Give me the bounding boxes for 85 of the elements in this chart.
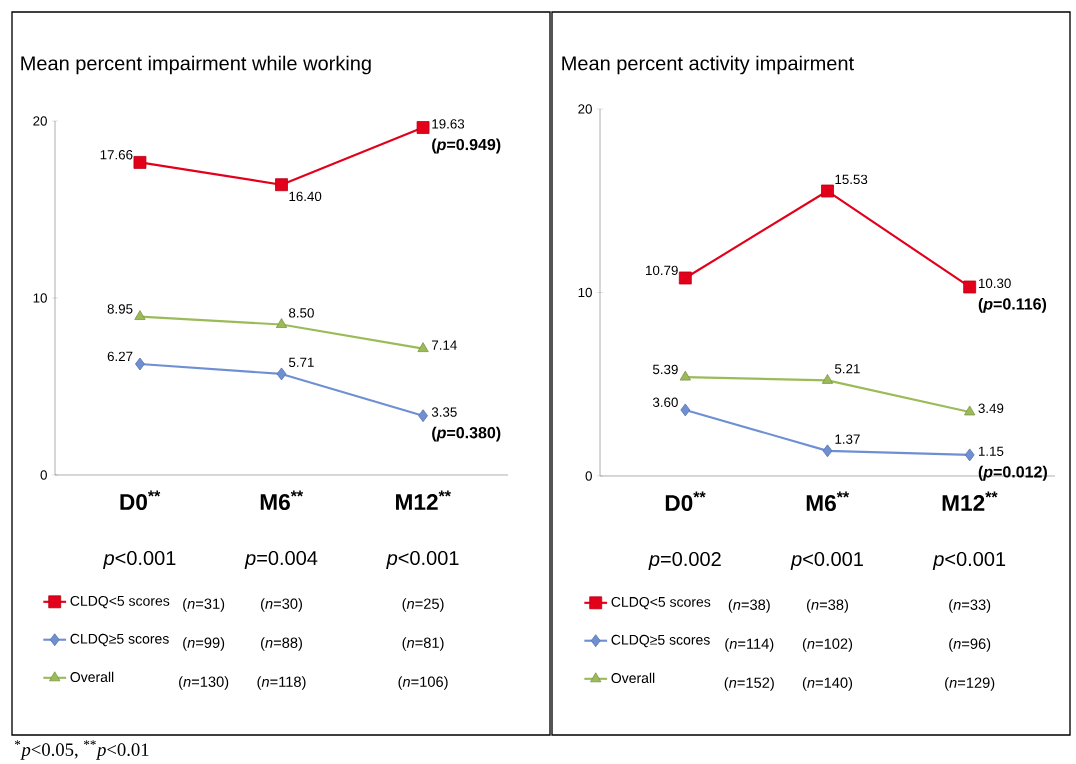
data-label: 1.15 — [978, 446, 1004, 456]
text: (n=130) — [179, 676, 229, 690]
text: (n=140) — [802, 677, 853, 691]
y-tick-label: 0 — [40, 470, 47, 480]
text: (n=114) — [725, 638, 774, 652]
chart-title: Mean percent impairment while working — [21, 55, 371, 75]
data-label: 19.63 — [432, 119, 465, 129]
data-label: 10.30 — [978, 278, 1011, 289]
data-label: 8.50 — [289, 308, 314, 318]
x-tick-label: M6$^{**}$ — [806, 491, 850, 512]
x-tick-label: D0$^{**}$ — [120, 490, 161, 511]
y-tick-label: 20 — [33, 116, 47, 126]
text: p<0.001 — [790, 551, 863, 571]
point — [963, 280, 977, 294]
legend-label: Overall — [70, 671, 114, 683]
text: $^{*}$p<0.05, $^{**}$p<0.01 — [14, 740, 149, 760]
point — [135, 357, 145, 371]
text: (n=118) — [257, 676, 306, 690]
text: (n=38) — [728, 599, 770, 613]
text: (n=96) — [949, 638, 991, 652]
point — [678, 271, 692, 285]
point — [822, 444, 833, 458]
text: (n=102) — [802, 638, 853, 652]
data-label: 5.39 — [652, 364, 678, 375]
text: p=0.002 — [648, 551, 721, 571]
point — [964, 405, 976, 416]
legend-label: CLDQ≥5 scores — [70, 633, 169, 647]
text: (n=99) — [183, 637, 225, 651]
data-label: 3.60 — [652, 397, 678, 407]
point — [964, 448, 975, 462]
y-tick-label: 20 — [578, 104, 592, 114]
text: p<0.001 — [103, 550, 176, 570]
data-label: 10.79 — [646, 265, 678, 276]
y-tick-label: 0 — [585, 471, 592, 481]
annotation: (p=0.116) — [978, 297, 1047, 313]
legend-label: CLDQ<5 scores — [70, 595, 170, 609]
data-label: 16.40 — [289, 191, 322, 202]
chart-title: Mean percent activity impairment — [562, 55, 854, 75]
text: (n=81) — [402, 637, 444, 651]
data-label: 17.66 — [100, 150, 133, 160]
point — [275, 318, 288, 328]
text: (n=31) — [183, 598, 225, 612]
data-label: 5.21 — [834, 364, 860, 374]
point — [133, 156, 147, 169]
text: (n=129) — [945, 677, 995, 691]
data-label: 8.95 — [107, 304, 133, 314]
data-label: 7.14 — [432, 340, 457, 350]
point — [821, 184, 834, 198]
text: (n=106) — [398, 676, 448, 690]
annotation: (p=0.949) — [432, 138, 501, 154]
point — [134, 310, 146, 320]
data-label: 5.71 — [288, 357, 314, 367]
x-tick-label: M6$^{**}$ — [260, 490, 304, 511]
x-tick-label: D0$^{**}$ — [665, 491, 706, 512]
legend-label: CLDQ<5 scores — [611, 596, 711, 610]
point — [680, 403, 691, 417]
point — [417, 342, 429, 353]
point — [416, 121, 430, 134]
point — [275, 178, 288, 192]
text: (n=33) — [949, 599, 991, 613]
point — [821, 373, 834, 384]
data-label: 15.53 — [835, 174, 868, 185]
x-tick-label: M12$^{**}$ — [942, 491, 998, 511]
annotation: (p=0.380) — [432, 426, 501, 442]
point — [418, 409, 428, 423]
data-label: 1.37 — [835, 434, 860, 444]
text: p<0.001 — [386, 550, 459, 570]
y-tick-label: 10 — [578, 287, 592, 298]
legend-label: Overall — [611, 672, 655, 684]
x-tick-label: M12$^{**}$ — [396, 490, 451, 510]
point — [679, 370, 691, 381]
data-label: 6.27 — [107, 351, 133, 362]
text: (n=25) — [402, 598, 444, 612]
data-label: 3.35 — [431, 407, 457, 417]
point — [276, 367, 287, 381]
text: (n=30) — [261, 598, 302, 612]
y-tick-label: 10 — [33, 293, 47, 303]
text: (n=38) — [807, 599, 848, 613]
text: (n=88) — [261, 637, 302, 651]
text: (n=152) — [724, 677, 774, 691]
annotation: (p=0.012) — [978, 465, 1047, 481]
text: p<0.001 — [932, 551, 1006, 571]
text: p=0.004 — [244, 550, 318, 570]
data-label: 3.49 — [978, 403, 1004, 414]
legend-label: CLDQ≥5 scores — [611, 634, 710, 648]
